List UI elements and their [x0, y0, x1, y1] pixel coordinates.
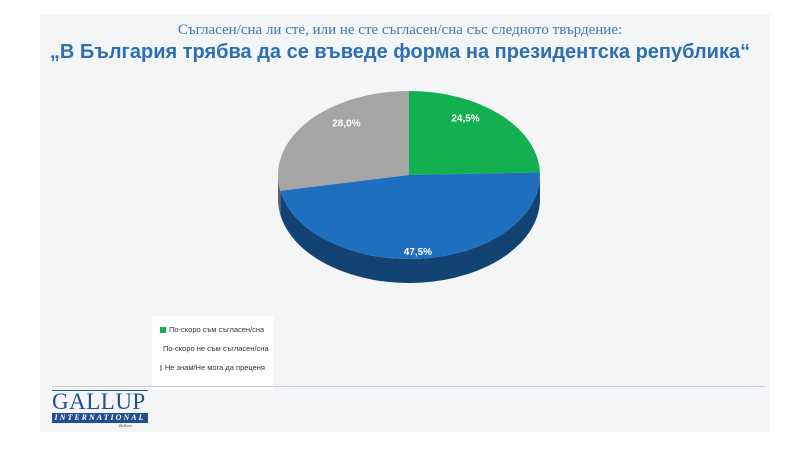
legend-label: По-скоро не съм съгласен/сна	[163, 344, 269, 353]
legend-item: Не знам/Не мога да преценя	[160, 358, 265, 377]
legend-swatch	[160, 326, 166, 333]
pie-data-label: 24,5%	[451, 114, 479, 125]
pie-side-2	[278, 175, 281, 215]
pie-data-label: 47,5%	[404, 247, 432, 258]
legend-item: По-скоро не съм съгласен/сна	[160, 339, 269, 358]
pie-side-1	[280, 175, 540, 284]
legend-label: По-скоро съм съгласен/сна	[169, 325, 265, 334]
chart-title: „В България трябва да се въведе форма на…	[49, 41, 751, 63]
legend-label: Не знам/Не мога да преценя	[164, 363, 265, 372]
logo-main: GALLUP	[52, 389, 146, 414]
footer-divider	[52, 386, 765, 387]
legend-item: По-скоро съм съгласен/сна	[160, 320, 265, 339]
logo-small: Balkans	[119, 423, 132, 428]
legend: По-скоро съм съгласен/сна По-скоро не съ…	[152, 316, 273, 390]
pie-slice-2	[278, 91, 409, 191]
gallup-logo: GALLUP INTERNATIONAL Balkans	[52, 390, 152, 428]
pie-slice-1	[280, 172, 540, 260]
logo-bar: INTERNATIONAL	[52, 413, 148, 423]
pie-data-label: 28,0%	[332, 118, 360, 129]
legend-swatch	[160, 364, 162, 371]
chart-subtitle: Съгласен/сна ли сте, или не сте съгласен…	[177, 22, 623, 38]
pie-slice-0	[409, 91, 540, 175]
